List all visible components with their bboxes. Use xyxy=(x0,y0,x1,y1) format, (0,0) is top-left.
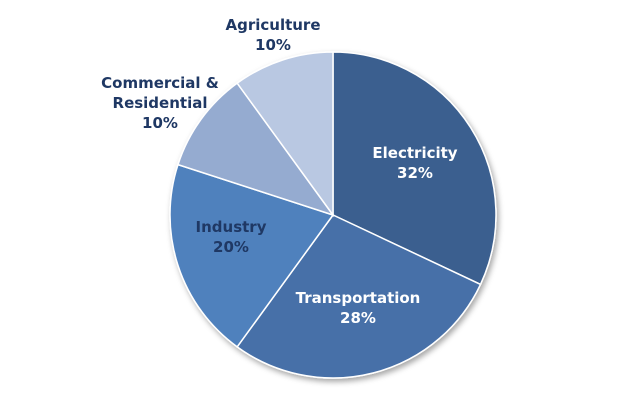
slice-value-text: 32% xyxy=(397,164,433,182)
pie-slice-industry xyxy=(169,163,335,348)
pie-slice-transportation xyxy=(236,214,482,379)
slice-category-text: Transportation xyxy=(296,289,421,307)
slice-value-text: 10% xyxy=(255,36,291,54)
slice-label-industry: Industry 20% xyxy=(196,218,267,256)
slice-category-text: Commercial & xyxy=(101,74,219,92)
slice-value-text: 20% xyxy=(213,238,249,256)
slice-label-agriculture: Agriculture 10% xyxy=(225,16,320,54)
pie-slice-electricity xyxy=(332,51,497,286)
slice-label-electricity: Electricity 32% xyxy=(372,144,457,182)
pie-slice-commercial-and-residential xyxy=(177,82,335,217)
slice-value-text: 10% xyxy=(142,114,178,132)
slice-value-text: 28% xyxy=(340,309,376,327)
pie-slice-agriculture xyxy=(236,51,334,218)
slice-category-text: Electricity xyxy=(372,144,457,162)
pie-slices xyxy=(169,51,497,379)
pie-labels: Electricity 32% Transportation 28% Industry 2… xyxy=(101,16,458,327)
slice-label-commercial-and-residential: Commercial & Residential 10% xyxy=(101,74,219,132)
slice-category-text: Industry xyxy=(196,218,267,236)
slice-category-text: Agriculture xyxy=(225,16,320,34)
slice-category-text: Residential xyxy=(113,94,208,112)
slice-label-transportation: Transportation 28% xyxy=(296,289,421,327)
